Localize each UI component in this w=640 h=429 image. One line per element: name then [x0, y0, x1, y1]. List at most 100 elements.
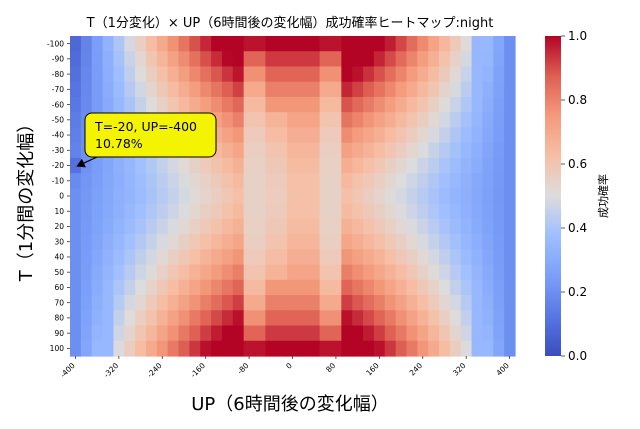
heatmap-cell	[70, 188, 82, 205]
heatmap-cell	[417, 112, 429, 129]
heatmap-cell	[460, 340, 473, 357]
heatmap-cell	[80, 173, 93, 189]
heatmap-cell	[341, 36, 353, 52]
heatmap-cell	[330, 295, 342, 311]
heatmap-cell	[102, 36, 115, 52]
heatmap-cell	[373, 96, 386, 113]
heatmap-cell	[287, 295, 299, 311]
heatmap-cell	[504, 66, 516, 83]
heatmap-cell	[178, 295, 190, 311]
heatmap-cell	[330, 249, 342, 266]
heatmap-cell	[319, 142, 332, 159]
heatmap-cell	[395, 234, 408, 250]
annotation-label: T=-20, UP=-400	[94, 119, 197, 134]
y-axis-ticks: -100-90-80-70-60-50-40-30-20-10010203040…	[47, 39, 70, 353]
heatmap-cell	[124, 340, 136, 357]
heatmap-cell	[308, 188, 321, 205]
heatmap-cell	[276, 173, 288, 189]
y-tick-label: -60	[52, 100, 64, 109]
heatmap-cell	[276, 279, 288, 296]
heatmap-cells	[70, 36, 516, 357]
heatmap-cell	[113, 66, 125, 83]
heatmap-cell	[211, 279, 223, 296]
heatmap-cell	[417, 36, 429, 52]
heatmap-cell	[297, 66, 310, 83]
heatmap-cell	[352, 295, 364, 311]
heatmap-cell	[243, 264, 256, 281]
heatmap-cell	[482, 112, 494, 129]
heatmap-cell	[276, 36, 288, 52]
heatmap-cell	[80, 234, 93, 250]
heatmap-cell	[439, 340, 451, 357]
heatmap-cell	[232, 203, 245, 220]
heatmap-cell	[384, 81, 397, 98]
heatmap-cell	[373, 51, 386, 68]
heatmap-cell	[232, 81, 245, 98]
heatmap-cell	[189, 295, 201, 311]
heatmap-cell	[113, 218, 125, 235]
heatmap-cell	[363, 36, 375, 52]
heatmap-cell	[384, 295, 397, 311]
heatmap-cell	[319, 127, 332, 144]
heatmap-cell	[287, 51, 299, 68]
heatmap-cell	[471, 127, 484, 144]
heatmap-cell	[395, 218, 408, 235]
heatmap-cell	[167, 310, 180, 327]
heatmap-cell	[363, 340, 375, 357]
x-tick-label: 400	[494, 361, 511, 378]
heatmap-cell	[102, 51, 115, 68]
heatmap-cell	[297, 264, 310, 281]
x-axis-ticks: -400 -320 -240 -160 -80 0 80 160 240 320 400	[58, 356, 511, 379]
heatmap-cell	[428, 203, 440, 220]
heatmap-cell	[200, 51, 212, 68]
heatmap-cell	[493, 66, 505, 83]
heatmap-cell	[167, 325, 180, 342]
heatmap-cell	[341, 173, 353, 189]
heatmap-cell	[102, 279, 115, 296]
heatmap-cell	[145, 96, 158, 113]
heatmap-cell	[493, 188, 505, 205]
heatmap-cell	[135, 264, 147, 281]
heatmap-cell	[352, 188, 364, 205]
heatmap-cell	[113, 310, 125, 327]
heatmap-cell	[341, 264, 353, 281]
heatmap-cell	[232, 66, 245, 83]
heatmap-cell	[189, 264, 201, 281]
heatmap-cell	[287, 173, 299, 189]
heatmap-cell	[156, 36, 169, 52]
heatmap-cell	[287, 66, 299, 83]
heatmap-cell	[493, 264, 505, 281]
heatmap-cell	[243, 36, 256, 52]
heatmap-cell	[265, 234, 277, 250]
heatmap-cell	[113, 234, 125, 250]
heatmap-cell	[145, 173, 158, 189]
heatmap-cell	[297, 295, 310, 311]
y-tick-label: 90	[54, 329, 64, 338]
heatmap-cell	[406, 249, 418, 266]
heatmap-cell	[91, 249, 104, 266]
heatmap-cell	[135, 51, 147, 68]
heatmap-cell	[363, 264, 375, 281]
heatmap-cell	[297, 249, 310, 266]
heatmap-cell	[504, 340, 516, 357]
heatmap-cell	[417, 51, 429, 68]
heatmap-cell	[482, 249, 494, 266]
heatmap-cell	[428, 112, 440, 129]
heatmap-cell	[504, 203, 516, 220]
heatmap-cell	[200, 234, 212, 250]
heatmap-cell	[297, 112, 310, 129]
heatmap-cell	[395, 325, 408, 342]
heatmap-cell	[363, 279, 375, 296]
heatmap-cell	[200, 218, 212, 235]
heatmap-cell	[482, 66, 494, 83]
heatmap-cell	[395, 340, 408, 357]
heatmap-cell	[297, 234, 310, 250]
heatmap-cell	[471, 96, 484, 113]
heatmap-cell	[363, 66, 375, 83]
annotation-value: 10.78%	[95, 136, 143, 151]
heatmap-cell	[330, 218, 342, 235]
heatmap-cell	[319, 66, 332, 83]
heatmap-cell	[145, 279, 158, 296]
heatmap-cell	[352, 66, 364, 83]
heatmap-cell	[373, 188, 386, 205]
